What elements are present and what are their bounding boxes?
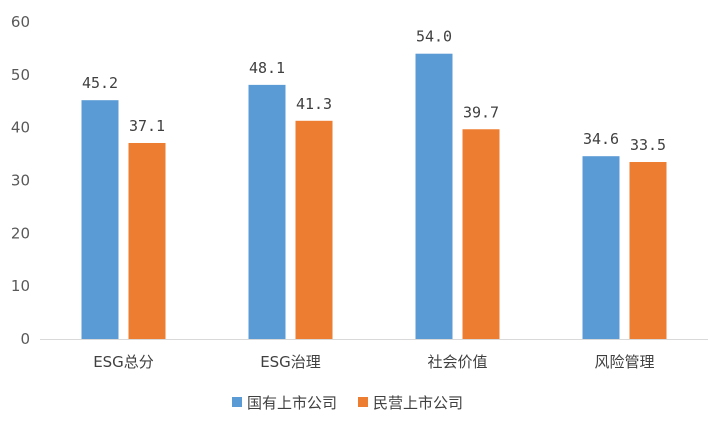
x-category-label: ESG总分	[93, 353, 154, 371]
bar-series-1-2	[462, 129, 500, 339]
data-label: 34.6	[583, 130, 619, 148]
legend-label-0: 国有上市公司	[247, 394, 337, 412]
bars	[81, 53, 667, 340]
data-label: 37.1	[129, 117, 165, 135]
data-label: 54.0	[416, 28, 452, 46]
legend-swatch-0	[232, 397, 242, 407]
data-label: 45.2	[82, 74, 118, 92]
bar-series-0-3	[582, 156, 620, 339]
bar-series-0-0	[81, 100, 119, 340]
data-label: 39.7	[463, 103, 499, 121]
bar-series-1-0	[128, 142, 166, 339]
x-category-label: 风险管理	[594, 353, 654, 371]
y-tick-label: 60	[11, 13, 30, 31]
x-category-label: ESG治理	[260, 353, 321, 371]
y-tick-label: 30	[11, 172, 30, 190]
y-tick-label: 20	[11, 224, 30, 242]
bar-series-0-2	[415, 53, 453, 339]
y-tick-label: 50	[11, 66, 30, 84]
bar-series-1-1	[295, 120, 333, 339]
bar-series-1-3	[629, 162, 667, 339]
y-tick-label: 40	[11, 119, 30, 137]
data-labels: 45.2 37.1 48.1 41.3 54.0 39.7 34.6 33.5	[82, 28, 666, 154]
x-axis: ESG总分 ESG治理 社会价值 风险管理	[93, 353, 654, 371]
data-label: 48.1	[249, 59, 285, 77]
data-label: 41.3	[296, 95, 332, 113]
y-tick-label: 10	[11, 277, 30, 295]
bar-series-0-1	[248, 84, 286, 339]
y-tick-label: 0	[20, 330, 30, 348]
data-label: 33.5	[630, 136, 666, 154]
legend: 国有上市公司 民营上市公司	[232, 394, 463, 412]
y-axis: 0 10 20 30 40 50 60	[11, 13, 30, 348]
legend-swatch-1	[358, 397, 368, 407]
legend-label-1: 民营上市公司	[373, 394, 463, 412]
x-category-label: 社会价值	[427, 353, 487, 371]
